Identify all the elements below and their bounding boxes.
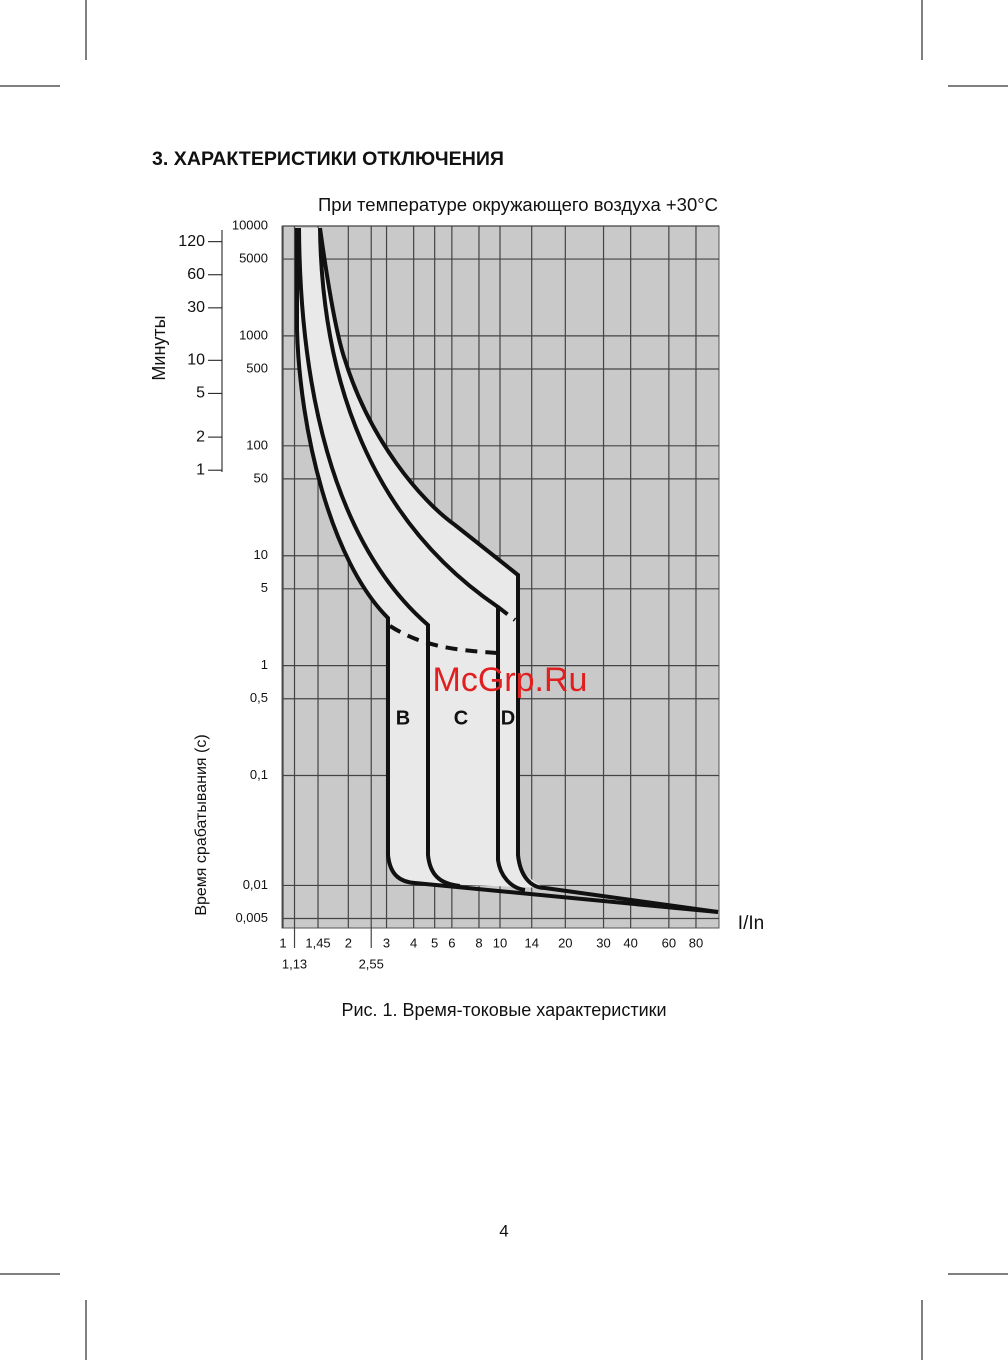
y2-axis-label: Минуты xyxy=(149,315,169,380)
x-tick-label: 8 xyxy=(475,935,482,950)
y-tick-label: 50 xyxy=(254,470,268,485)
page-number: 4 xyxy=(499,1221,508,1240)
y-tick-label: 10000 xyxy=(232,217,268,232)
curve-d-upper xyxy=(318,227,719,914)
chart-subtitle: При температуре окружающего воздуха +30°… xyxy=(318,195,718,215)
x-tick-label: 30 xyxy=(596,935,610,950)
x-tick-label: 20 xyxy=(558,935,572,950)
x-tick-label: 1,45 xyxy=(305,935,330,950)
x-tick-label: 1,13 xyxy=(282,956,307,971)
y2-tick-label: 60 xyxy=(187,266,205,283)
y-tick-label: 0,005 xyxy=(235,910,268,925)
x-tick-label: 14 xyxy=(524,935,538,950)
figure-caption: Рис. 1. Время-токовые характеристики xyxy=(341,1000,666,1020)
y2-tick-label: 120 xyxy=(178,233,205,250)
section-title: 3. ХАРАКТЕРИСТИКИ ОТКЛЮЧЕНИЯ xyxy=(152,149,504,170)
x-tick-label: 10 xyxy=(493,935,507,950)
x-tick-label: 3 xyxy=(383,935,390,950)
curve-d xyxy=(318,227,526,892)
x-tick-label: 40 xyxy=(623,935,637,950)
x-axis-label: I/In xyxy=(738,913,764,934)
y-tick-label: 0,5 xyxy=(250,690,268,705)
curve-b xyxy=(295,228,719,914)
dashed-boundary xyxy=(388,605,517,655)
y-tick-label: 100 xyxy=(246,437,268,452)
curves xyxy=(295,227,719,914)
y-tick-label: 5 xyxy=(261,580,268,595)
x-tick-label: 2,55 xyxy=(359,956,384,971)
x-tick-label: 5 xyxy=(431,935,438,950)
band-fill xyxy=(297,228,545,888)
x-tick-label: 60 xyxy=(662,935,676,950)
x-tick-label: 6 xyxy=(448,935,455,950)
x-tick-label: 4 xyxy=(410,935,417,950)
y2-tick-label: 2 xyxy=(196,428,205,445)
y2-tick-label: 10 xyxy=(187,352,205,369)
y-tick-label: 500 xyxy=(246,360,268,375)
x-tick-label: 80 xyxy=(689,935,703,950)
x-tick-label: 2 xyxy=(345,935,352,950)
y2-tick-label: 5 xyxy=(196,385,205,402)
y-tick-label: 0,01 xyxy=(243,877,268,892)
y-tick-label: 10 xyxy=(254,547,268,562)
curve-label: B xyxy=(396,707,410,729)
y-tick-label: 1 xyxy=(261,657,268,672)
curve-label: C xyxy=(454,707,468,729)
y2-tick-label: 1 xyxy=(196,461,205,478)
watermark: McGrp.Ru xyxy=(433,661,588,699)
curve-c xyxy=(297,227,461,888)
y-tick-label: 5000 xyxy=(239,251,268,266)
x-tick-label: 1 xyxy=(279,935,286,950)
y-tick-label: 0,1 xyxy=(250,767,268,782)
y2-tick-label: 30 xyxy=(187,299,205,316)
y-axis-label: Время срабатывания (с) xyxy=(193,734,210,915)
curve-label: D xyxy=(501,707,515,729)
y-tick-label: 1000 xyxy=(239,327,268,342)
